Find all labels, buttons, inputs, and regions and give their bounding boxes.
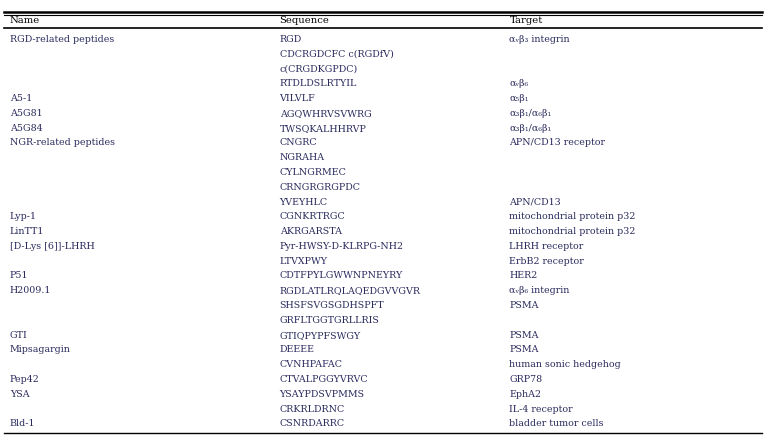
- Text: CVNHPAFAC: CVNHPAFAC: [280, 360, 342, 369]
- Text: CYLNGRMEC: CYLNGRMEC: [280, 168, 346, 177]
- Text: YSA: YSA: [10, 390, 30, 399]
- Text: mitochondrial protein p32: mitochondrial protein p32: [509, 212, 636, 221]
- Text: P51: P51: [10, 271, 28, 280]
- Text: CNGRC: CNGRC: [280, 138, 317, 147]
- Text: α₃β₁/α₆β₁: α₃β₁/α₆β₁: [509, 124, 552, 133]
- Text: α₅β₁: α₅β₁: [509, 94, 529, 103]
- Text: RGD-related peptides: RGD-related peptides: [10, 35, 114, 44]
- Text: GTI: GTI: [10, 331, 28, 340]
- Text: GTIQPYPFSWGY: GTIQPYPFSWGY: [280, 331, 361, 340]
- Text: [D-Lys [6]]-LHRH: [D-Lys [6]]-LHRH: [10, 242, 95, 251]
- Text: AGQWHRVSVWRG: AGQWHRVSVWRG: [280, 109, 372, 118]
- Text: Pyr-HWSY-D-KLRPG-NH2: Pyr-HWSY-D-KLRPG-NH2: [280, 242, 404, 251]
- Text: ErbB2 receptor: ErbB2 receptor: [509, 257, 584, 266]
- Text: IL-4 receptor: IL-4 receptor: [509, 405, 573, 414]
- Text: TWSQKALHHRVP: TWSQKALHHRVP: [280, 124, 366, 133]
- Text: A5-1: A5-1: [10, 94, 32, 103]
- Text: CRKRLDRNC: CRKRLDRNC: [280, 405, 345, 414]
- Text: CRNGRGRGPDC: CRNGRGRGPDC: [280, 183, 361, 192]
- Text: CDTFPYLGWWNPNEYRY: CDTFPYLGWWNPNEYRY: [280, 271, 403, 280]
- Text: c(CRGDKGPDC): c(CRGDKGPDC): [280, 65, 358, 73]
- Text: αᵥβ₆: αᵥβ₆: [509, 79, 529, 88]
- Text: human sonic hedgehog: human sonic hedgehog: [509, 360, 621, 369]
- Text: LHRH receptor: LHRH receptor: [509, 242, 584, 251]
- Text: RGDLATLRQLAQEDGVVGVR: RGDLATLRQLAQEDGVVGVR: [280, 286, 421, 295]
- Text: AKRGARSTA: AKRGARSTA: [280, 227, 342, 236]
- Text: Lyp-1: Lyp-1: [10, 212, 37, 221]
- Text: A5G84: A5G84: [10, 124, 43, 133]
- Text: Bld-1: Bld-1: [10, 419, 35, 428]
- Text: EphA2: EphA2: [509, 390, 542, 399]
- Text: Mipsagargin: Mipsagargin: [10, 345, 70, 354]
- Text: LinTT1: LinTT1: [10, 227, 44, 236]
- Text: NGRAHA: NGRAHA: [280, 153, 325, 162]
- Text: GRP78: GRP78: [509, 375, 542, 384]
- Text: APN/CD13 receptor: APN/CD13 receptor: [509, 138, 605, 147]
- Text: α₃β₁/α₆β₁: α₃β₁/α₆β₁: [509, 109, 552, 118]
- Text: CTVALPGGYVRVC: CTVALPGGYVRVC: [280, 375, 368, 384]
- Text: Pep42: Pep42: [10, 375, 40, 384]
- Text: RGD: RGD: [280, 35, 302, 44]
- Text: SHSFSVGSGDHSPFT: SHSFSVGSGDHSPFT: [280, 301, 385, 310]
- Text: YSAYPDSVPMMS: YSAYPDSVPMMS: [280, 390, 365, 399]
- Text: CGNKRTRGC: CGNKRTRGC: [280, 212, 345, 221]
- Text: mitochondrial protein p32: mitochondrial protein p32: [509, 227, 636, 236]
- Text: RTDLDSLRTYIL: RTDLDSLRTYIL: [280, 79, 357, 88]
- Text: Target: Target: [509, 16, 542, 25]
- Text: αᵥβ₆ integrin: αᵥβ₆ integrin: [509, 286, 570, 295]
- Text: NGR-related peptides: NGR-related peptides: [10, 138, 115, 147]
- Text: DEEEE: DEEEE: [280, 345, 315, 354]
- Text: VILVLF: VILVLF: [280, 94, 316, 103]
- Text: Name: Name: [10, 16, 40, 25]
- Text: αᵥβ₃ integrin: αᵥβ₃ integrin: [509, 35, 570, 44]
- Text: bladder tumor cells: bladder tumor cells: [509, 419, 604, 428]
- Text: LTVXPWY: LTVXPWY: [280, 257, 328, 266]
- Text: PSMA: PSMA: [509, 331, 539, 340]
- Text: H2009.1: H2009.1: [10, 286, 51, 295]
- Text: CSNRDARRC: CSNRDARRC: [280, 419, 345, 428]
- Text: PSMA: PSMA: [509, 301, 539, 310]
- Text: Sequence: Sequence: [280, 16, 329, 25]
- Text: APN/CD13: APN/CD13: [509, 198, 561, 207]
- Text: CDCRGDCFC c(RGDfV): CDCRGDCFC c(RGDfV): [280, 50, 394, 59]
- Text: A5G81: A5G81: [10, 109, 43, 118]
- Text: YVEYHLC: YVEYHLC: [280, 198, 328, 207]
- Text: HER2: HER2: [509, 271, 538, 280]
- Text: GRFLTGGTGRLLRIS: GRFLTGGTGRLLRIS: [280, 316, 379, 325]
- Text: PSMA: PSMA: [509, 345, 539, 354]
